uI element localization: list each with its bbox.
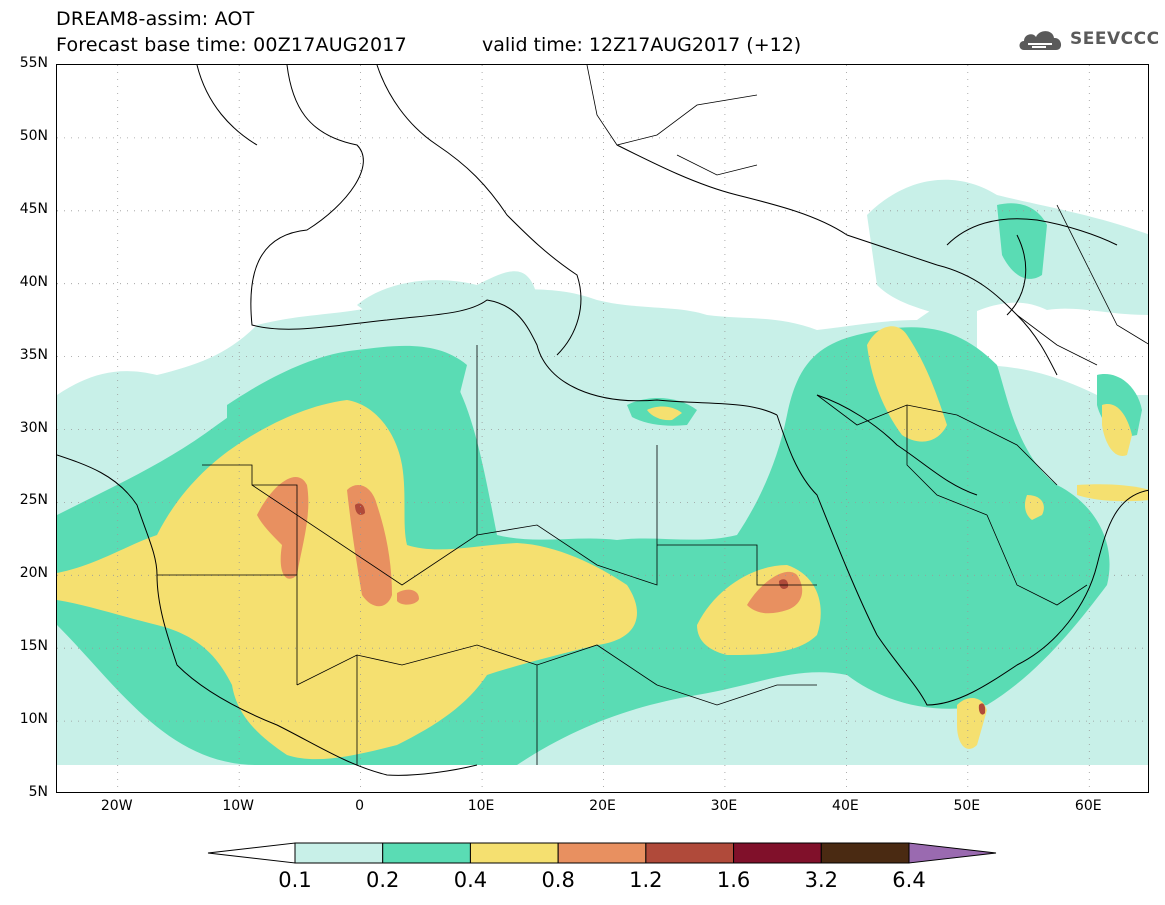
lat-label-45N: 45N [19,200,48,217]
valid-time: valid time: 12Z17AUG2017 (+12) [482,34,802,56]
map-canvas[interactable] [57,65,1149,793]
lat-label-50N: 50N [19,127,48,144]
colorbar-segment [733,842,822,864]
lat-label-15N: 15N [19,638,48,655]
colorbar-level-label: 3.2 [804,868,838,892]
colorbar-segment [294,842,384,864]
seevccc-logo: SEEVCCC [1016,24,1160,54]
colorbar-level-label: 1.2 [629,868,663,892]
lon-label-20W: 20W [100,798,133,814]
lon-label-40E: 40E [832,798,859,814]
map-panel[interactable] [56,64,1149,793]
lon-label-10E: 10E [467,798,495,814]
colorbar-level-label: 0.1 [278,868,312,892]
colorbar-segment [645,842,735,864]
colorbar-level-label: 1.6 [716,868,751,892]
colorbar-segment [469,842,559,864]
aot-1.2-band [355,503,986,715]
country-borders [157,65,1148,765]
lat-label-10N: 10N [19,711,48,728]
lon-label-10W: 10W [222,798,254,814]
colorbar-level-label: 0.2 [366,868,400,892]
lon-label-30E: 30E [710,798,738,814]
colorbar-low-arrow [207,842,296,864]
colorbar-segment [557,842,647,864]
lat-label-20N: 20N [19,565,48,582]
lon-label-50E: 50E [953,798,981,814]
colorbar-level-label: 0.4 [453,868,488,892]
coastlines [57,65,1148,776]
lat-label-40N: 40N [19,273,48,290]
lat-label-55N: 55N [19,55,48,71]
lat-label-35N: 35N [19,346,48,363]
lat-label-5N: 5N [28,784,48,800]
aot-colorbar [207,842,997,864]
colorbar-level-label: 0.8 [541,868,575,892]
lon-label-0: 0 [355,798,365,814]
colorbar-high-arrow [908,842,997,864]
colorbar-segment [382,842,471,864]
forecast-base-time: Forecast base time: 00Z17AUG2017 [56,34,407,56]
colorbar-level-label: 6.4 [892,868,926,892]
logo-text: SEEVCCC [1070,29,1160,49]
lat-label-30N: 30N [19,419,48,436]
lon-label-20E: 20E [589,798,616,814]
map-title: DREAM8-assim: AOT [56,8,255,30]
lat-label-25N: 25N [19,492,48,509]
lon-label-60E: 60E [1074,798,1102,814]
colorbar-segment [820,842,910,864]
cloud-logo-icon [1019,31,1062,50]
